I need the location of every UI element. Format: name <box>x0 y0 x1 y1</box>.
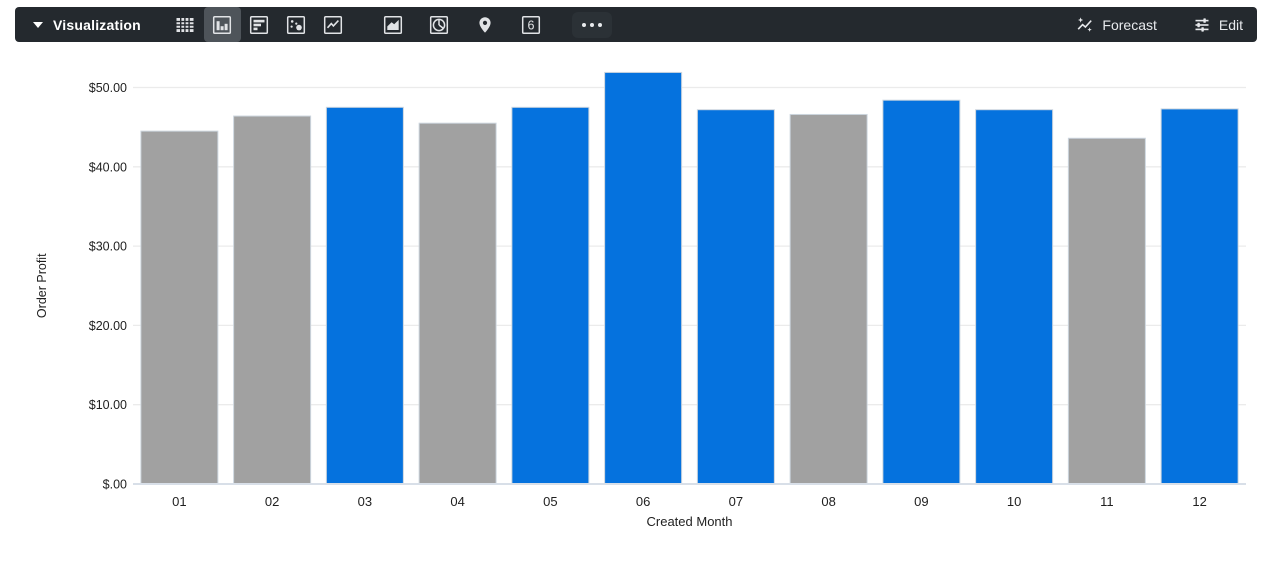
bar-12[interactable] <box>1160 108 1239 485</box>
single-value-icon: 6 <box>521 15 540 34</box>
chart-area: $.00 $10.00 $20.00 $30.00 $40.00 $50.00 01 02 03… <box>0 42 1272 560</box>
edit-settings-icon <box>1195 17 1209 32</box>
chart-type-scatter-button[interactable] <box>278 7 315 42</box>
scatter-plot-icon <box>287 15 306 34</box>
x-axis-tick-label: 07 <box>729 494 743 509</box>
x-axis-tick-label: 03 <box>358 494 372 509</box>
chart-type-map-button[interactable] <box>462 7 508 42</box>
bar-04[interactable] <box>418 122 497 485</box>
bar-07[interactable] <box>696 109 775 485</box>
y-axis-tick-label: $.00 <box>103 478 127 492</box>
column-chart-icon <box>213 15 232 34</box>
x-axis-tick-label: 12 <box>1192 494 1206 509</box>
forecast-sparkle-icon <box>1078 16 1093 32</box>
visualization-selector-label: Visualization <box>53 16 141 33</box>
y-axis-tick-label: $20.00 <box>89 319 127 333</box>
y-axis-title: Order Profit <box>35 253 49 318</box>
x-axis-tick-label: 04 <box>450 494 464 509</box>
x-axis-tick-label: 09 <box>914 494 928 509</box>
forecast-button-label: Forecast <box>1102 16 1157 33</box>
table-icon <box>176 17 194 32</box>
more-chart-types-button[interactable] <box>571 11 612 38</box>
icon-group-gap <box>554 7 572 42</box>
edit-button-label: Edit <box>1218 16 1243 33</box>
chart-type-table-button[interactable] <box>167 7 204 42</box>
chart-type-single-value-button[interactable]: 6 <box>508 7 554 42</box>
x-axis-tick-label: 08 <box>821 494 835 509</box>
column-chart: $.00 $10.00 $20.00 $30.00 $40.00 $50.00 01 02 03… <box>35 71 1246 529</box>
chart-type-icon-strip: 6 <box>167 7 612 42</box>
bar-chart-icon <box>250 15 269 34</box>
bar-08[interactable] <box>789 113 868 485</box>
bar-01[interactable] <box>140 130 219 485</box>
bar-09[interactable] <box>882 99 961 485</box>
bar-02[interactable] <box>233 115 312 485</box>
visualization-toolbar: Visualization <box>15 7 1257 42</box>
svg-text:6: 6 <box>527 18 534 32</box>
map-pin-icon <box>479 16 491 33</box>
x-axis-title: Created Month <box>647 514 733 529</box>
chart-type-line-button[interactable] <box>315 7 352 42</box>
caret-down-icon <box>33 21 43 28</box>
x-axis-tick-label: 02 <box>265 494 279 509</box>
x-axis-tick-label: 01 <box>172 494 186 509</box>
bar-11[interactable] <box>1067 137 1146 485</box>
x-axis-tick-label: 06 <box>636 494 650 509</box>
icon-group-gap <box>352 7 370 42</box>
area-chart-icon <box>383 15 402 34</box>
x-axis-tick-label: 10 <box>1007 494 1021 509</box>
x-axis-tick-label: 11 <box>1100 494 1114 509</box>
bar-03[interactable] <box>325 106 404 485</box>
bar-05[interactable] <box>511 106 590 485</box>
chart-type-bar-button[interactable] <box>241 7 278 42</box>
pie-chart-icon <box>429 15 448 34</box>
edit-button[interactable]: Edit <box>1193 16 1243 34</box>
y-axis-tick-label: $50.00 <box>89 81 127 95</box>
ellipsis-icon <box>581 22 586 27</box>
bar-06[interactable] <box>604 71 683 485</box>
visualization-selector[interactable]: Visualization <box>29 17 141 33</box>
y-axis-tick-label: $40.00 <box>89 160 127 174</box>
forecast-button[interactable]: Forecast <box>1076 16 1157 34</box>
bar-10[interactable] <box>975 109 1054 485</box>
chart-type-area-button[interactable] <box>370 7 416 42</box>
line-chart-icon <box>324 15 343 34</box>
chart-type-column-button[interactable] <box>203 7 241 42</box>
x-axis-tick-label: 05 <box>543 494 557 509</box>
chart-type-pie-button[interactable] <box>416 7 462 42</box>
y-axis-tick-label: $30.00 <box>89 240 127 254</box>
y-axis-tick-label: $10.00 <box>89 398 127 412</box>
